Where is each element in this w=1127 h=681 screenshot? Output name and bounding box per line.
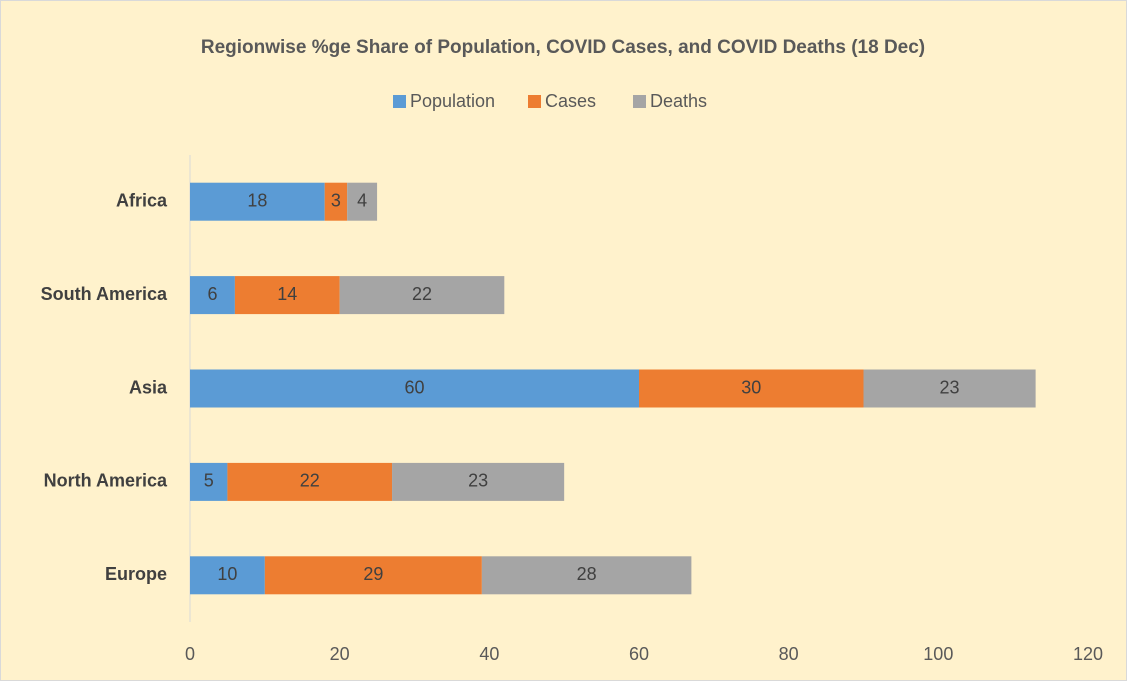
data-label: 28 [577, 564, 597, 584]
chart-title: Regionwise %ge Share of Population, COVI… [201, 37, 925, 58]
bar [639, 369, 864, 408]
data-label: 14 [277, 284, 297, 304]
data-label: 5 [204, 471, 214, 491]
data-label: 29 [363, 564, 383, 584]
x-tick-label: 120 [1073, 644, 1103, 664]
legend-swatch [528, 95, 541, 108]
x-tick-label: 100 [923, 644, 953, 664]
bar [190, 182, 325, 221]
bar [190, 462, 228, 501]
data-label: 6 [207, 284, 217, 304]
x-tick-label: 0 [185, 644, 195, 664]
bar [227, 462, 393, 501]
data-label: 3 [331, 190, 341, 210]
y-tick-label: Europe [105, 564, 167, 584]
data-label: 18 [247, 190, 267, 210]
bar [234, 276, 340, 315]
data-label: 22 [300, 471, 320, 491]
x-tick-label: 80 [779, 644, 799, 664]
bar [339, 276, 505, 315]
data-label: 60 [404, 377, 424, 397]
data-label: 22 [412, 284, 432, 304]
bar [481, 556, 692, 595]
legend-swatch [633, 95, 646, 108]
y-tick-label: Asia [129, 377, 168, 397]
legend-label: Population [410, 91, 495, 111]
bar [347, 182, 378, 221]
data-label: 30 [741, 377, 761, 397]
bar [392, 462, 565, 501]
legend-swatch [393, 95, 406, 108]
bar [324, 182, 348, 221]
y-tick-label: South America [41, 284, 168, 304]
bar [863, 369, 1036, 408]
x-tick-label: 40 [479, 644, 499, 664]
legend-label: Deaths [650, 91, 707, 111]
data-label: 4 [357, 190, 367, 210]
y-tick-label: North America [44, 471, 168, 491]
data-label: 23 [468, 471, 488, 491]
bar [190, 276, 235, 315]
y-tick-label: Africa [116, 190, 168, 210]
data-label: 10 [217, 564, 237, 584]
bar [264, 556, 482, 595]
bar [190, 369, 639, 408]
bar [190, 556, 265, 595]
x-tick-label: 20 [330, 644, 350, 664]
legend-label: Cases [545, 91, 596, 111]
data-label: 23 [940, 377, 960, 397]
x-tick-label: 60 [629, 644, 649, 664]
